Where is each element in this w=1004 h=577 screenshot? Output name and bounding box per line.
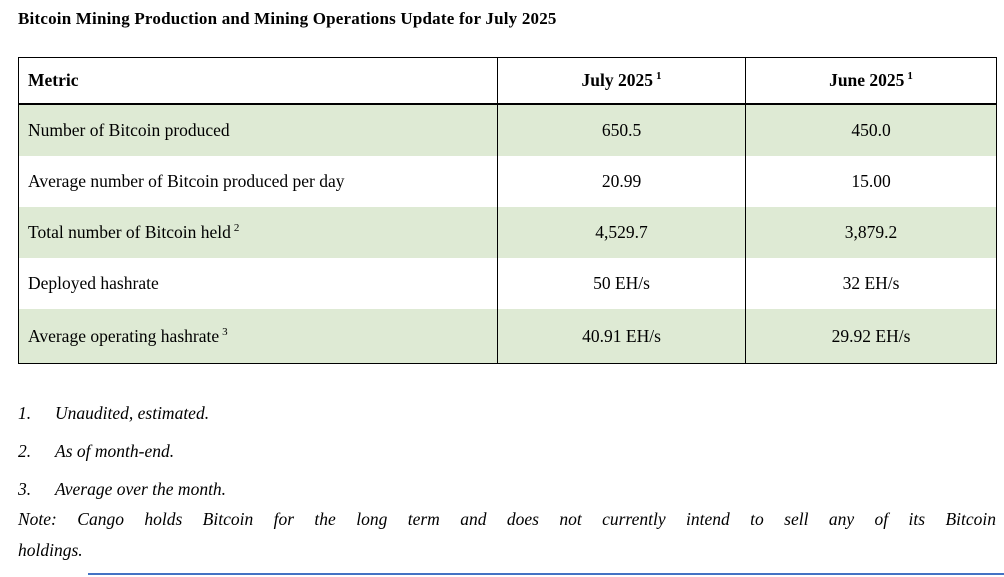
metric-cell: Number of Bitcoin produced bbox=[18, 104, 498, 156]
metric-label: Total number of Bitcoin held bbox=[28, 222, 231, 242]
page-bottom-rule bbox=[88, 573, 1004, 575]
metric-label: Number of Bitcoin produced bbox=[28, 120, 230, 140]
footnote-superscript: 2 bbox=[233, 222, 240, 235]
metric-cell: Average operating hashrate 3 bbox=[18, 309, 498, 364]
metric-cell: Deployed hashrate bbox=[18, 258, 498, 309]
table-row: Total number of Bitcoin held 2 4,529.7 3,… bbox=[18, 207, 997, 258]
column-header-july-2025: July 2025 1 bbox=[497, 57, 746, 105]
june-value-cell: 450.0 bbox=[745, 104, 997, 156]
july-value-cell: 50 EH/s bbox=[497, 258, 746, 309]
table-row: Number of Bitcoin produced 650.5 450.0 bbox=[18, 104, 997, 156]
footnote-item: 2. As of month-end. bbox=[18, 432, 226, 470]
footnote-superscript: 1 bbox=[907, 70, 913, 83]
footnote-superscript: 3 bbox=[222, 325, 228, 338]
header-label: July 2025 bbox=[581, 70, 653, 90]
footnote-number: 3. bbox=[18, 479, 32, 499]
note-line: holdings. bbox=[18, 540, 83, 560]
header-label: June 2025 bbox=[829, 70, 905, 90]
july-value-cell: 20.99 bbox=[497, 156, 746, 207]
footnote-number: 2. bbox=[18, 441, 32, 461]
june-value-cell: 3,879.2 bbox=[745, 207, 997, 258]
note-paragraph: Note: Cango holds Bitcoin for the long t… bbox=[18, 504, 996, 566]
footnote-number: 1. bbox=[18, 403, 32, 423]
footnote-superscript: 1 bbox=[655, 70, 662, 83]
table-row: Deployed hashrate 50 EH/s 32 EH/s bbox=[18, 258, 997, 309]
july-value-cell: 650.5 bbox=[497, 104, 746, 156]
july-value-cell: 40.91 EH/s bbox=[497, 309, 746, 364]
june-value-cell: 15.00 bbox=[745, 156, 997, 207]
june-value-cell: 32 EH/s bbox=[745, 258, 997, 309]
column-header-june-2025: June 2025 1 bbox=[745, 57, 997, 105]
footnote-text: Average over the month. bbox=[55, 479, 227, 499]
july-value-cell: 4,529.7 bbox=[497, 207, 746, 258]
page-title: Bitcoin Mining Production and Mining Ope… bbox=[18, 9, 557, 28]
footnote-text: As of month-end. bbox=[55, 441, 175, 461]
metric-label: Average operating hashrate bbox=[28, 325, 220, 346]
june-value-cell: 29.92 EH/s bbox=[745, 309, 997, 364]
metric-cell: Average number of Bitcoin produced per d… bbox=[18, 156, 498, 207]
table-header-row: Metric July 2025 1 June 2025 1 bbox=[18, 57, 997, 105]
column-header-metric: Metric bbox=[18, 57, 498, 105]
footnote-item: 3. Average over the month. bbox=[18, 470, 226, 508]
metric-cell: Total number of Bitcoin held 2 bbox=[18, 207, 498, 258]
header-label: Metric bbox=[28, 70, 79, 90]
footnotes: 1. Unaudited, estimated. 2. As of month-… bbox=[18, 394, 226, 508]
note-line: Note: Cango holds Bitcoin for the long t… bbox=[18, 509, 996, 529]
footnote-item: 1. Unaudited, estimated. bbox=[18, 394, 226, 432]
mining-metrics-table: Metric July 2025 1 June 2025 1 Number of B… bbox=[18, 57, 997, 364]
table-row: Average operating hashrate 3 40.91 EH/s 2… bbox=[18, 309, 997, 364]
metric-label: Average number of Bitcoin produced per d… bbox=[28, 171, 345, 191]
table-row: Average number of Bitcoin produced per d… bbox=[18, 156, 997, 207]
footnote-text: Unaudited, estimated. bbox=[55, 403, 210, 423]
metric-label: Deployed hashrate bbox=[28, 273, 159, 293]
